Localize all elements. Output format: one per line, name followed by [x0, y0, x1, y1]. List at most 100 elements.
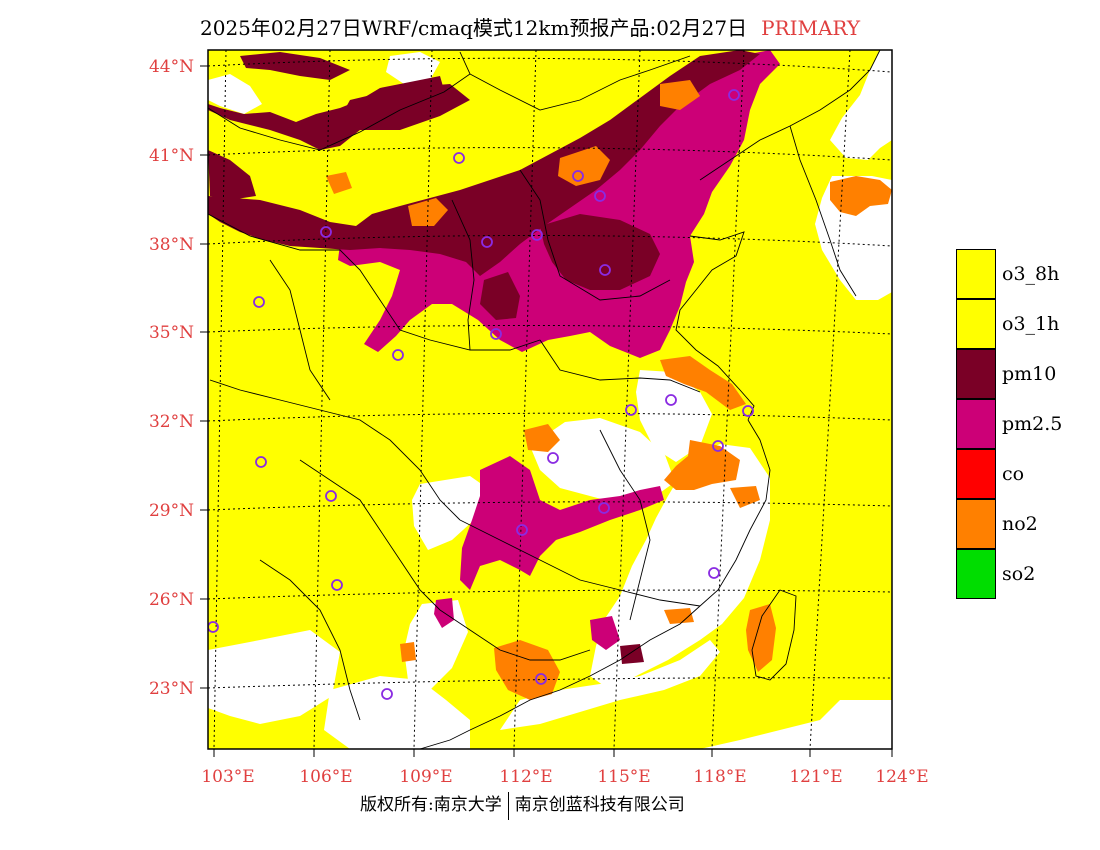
station-marker [572, 170, 584, 182]
lat-label: 29°N [149, 501, 194, 521]
lat-label: 23°N [149, 679, 194, 699]
clean-area-anhui [636, 370, 712, 462]
clean-area-guizhou [404, 600, 468, 690]
legend-swatch [956, 299, 996, 349]
legend-label: pm10 [1002, 363, 1057, 385]
border-sichuan-shaanxi [209, 379, 461, 521]
clean-area-fujian-jiangxi [590, 444, 770, 690]
border-yunnan-guangxi [259, 559, 361, 721]
border-hubei-anhui [539, 339, 701, 393]
coast-taiwan [751, 589, 797, 681]
pm25-region-hunan [460, 456, 664, 590]
no2-region-guangzhou [494, 640, 560, 700]
no2-spot-shantou [664, 608, 694, 624]
clean-areas [208, 50, 892, 749]
border-jiangxi [599, 429, 651, 621]
legend-label: so2 [1002, 563, 1036, 585]
no2-spot-ningbo [730, 486, 760, 508]
no2-region-taiwan-west [746, 604, 776, 672]
no2-region-korea [830, 176, 892, 216]
legend-label: pm2.5 [1002, 413, 1063, 435]
copyright-footer: 版权所有:南京大学 南京创蓝科技有限公司 [360, 790, 685, 820]
lon-label: 103°E [201, 767, 254, 787]
lat-label: 41°N [149, 146, 194, 166]
clean-area-yunnan [208, 630, 340, 724]
clean-area-ne [830, 50, 892, 160]
lat-label: 38°N [149, 235, 194, 255]
legend-swatch [956, 549, 996, 599]
station-marker [728, 89, 740, 101]
border-sichuan-guizhou [299, 459, 441, 611]
border-guangdong-guangxi [439, 609, 591, 661]
lon-label: 124°E [875, 767, 928, 787]
station-marker [712, 440, 724, 452]
station-markers [208, 89, 754, 700]
no2-spot-west [408, 198, 448, 226]
station-marker [599, 264, 611, 276]
graticule-lon-112 [513, 50, 537, 749]
legend-swatch [956, 449, 996, 499]
border-hunan-jiangxi [459, 519, 701, 607]
clean-area-chongqing [412, 476, 490, 550]
station-marker [625, 404, 637, 416]
pm10-region-shanxi-hebei [208, 50, 760, 276]
station-marker [481, 236, 493, 248]
primary-tag: PRIMARY [761, 16, 861, 40]
border-korea [789, 125, 857, 297]
station-marker [665, 394, 677, 406]
station-marker [547, 452, 559, 464]
no2-region-jiangsu [660, 356, 746, 410]
station-marker [535, 673, 547, 685]
graticule-lon-109 [413, 50, 433, 749]
station-marker [594, 190, 606, 202]
copyright-right: 南京创蓝科技有限公司 [514, 795, 685, 815]
longitude-labels: 103°E 106°E 109°E 112°E 115°E 118°E 121°… [201, 767, 928, 787]
station-marker [708, 567, 720, 579]
station-marker [381, 688, 393, 700]
station-marker [208, 621, 219, 633]
no2-areas [326, 80, 892, 700]
lon-label: 115°E [597, 767, 650, 787]
station-marker [392, 349, 404, 361]
lon-label: 106°E [299, 767, 352, 787]
map-frame [207, 49, 893, 750]
station-marker [325, 490, 337, 502]
graticule-lon-106 [313, 50, 331, 749]
lat-label: 35°N [149, 323, 194, 343]
border-gansu-shaanxi [208, 213, 541, 351]
pm10-region-top [240, 52, 350, 80]
station-marker [255, 456, 267, 468]
clean-area-korea [815, 176, 892, 300]
graticule-lon-103 [213, 50, 227, 749]
border-shanxi-shaanxi [451, 199, 475, 351]
border-gansu [269, 259, 331, 401]
lon-label: 118°E [693, 767, 746, 787]
legend-label: o3_8h [1002, 263, 1060, 285]
pm10-areas [208, 50, 760, 664]
graticule-lon-121 [809, 50, 851, 749]
lon-label: 121°E [789, 767, 842, 787]
axis-ticks [200, 65, 893, 757]
station-marker [531, 229, 543, 241]
lat-label: 44°N [149, 57, 194, 77]
legend-label: no2 [1002, 513, 1038, 535]
station-marker [598, 502, 610, 514]
legend-swatch [956, 399, 996, 449]
coast-south-china [419, 419, 771, 749]
latitude-labels: 44°N 41°N 38°N 35°N 32°N 29°N 26°N 23°N [149, 57, 194, 699]
legend-swatch [956, 349, 996, 399]
title-text: 2025年02月27日WRF/cmaq模式12km预报产品:02月27日 [200, 16, 748, 40]
legend-swatch [956, 249, 996, 299]
clean-area-mongolia [386, 52, 440, 84]
legend-swatch [956, 499, 996, 549]
no2-region-beijing [558, 146, 610, 186]
footer-separator [507, 791, 509, 820]
legend-label: co [1002, 463, 1025, 485]
lon-label: 109°E [399, 767, 452, 787]
clean-area-nw [208, 74, 262, 114]
legend-label: o3_1h [1002, 313, 1060, 335]
pm10-spot-guangdong [620, 644, 644, 664]
border-mongolia-2 [469, 55, 691, 111]
pm10-region-central-plain [540, 214, 660, 290]
